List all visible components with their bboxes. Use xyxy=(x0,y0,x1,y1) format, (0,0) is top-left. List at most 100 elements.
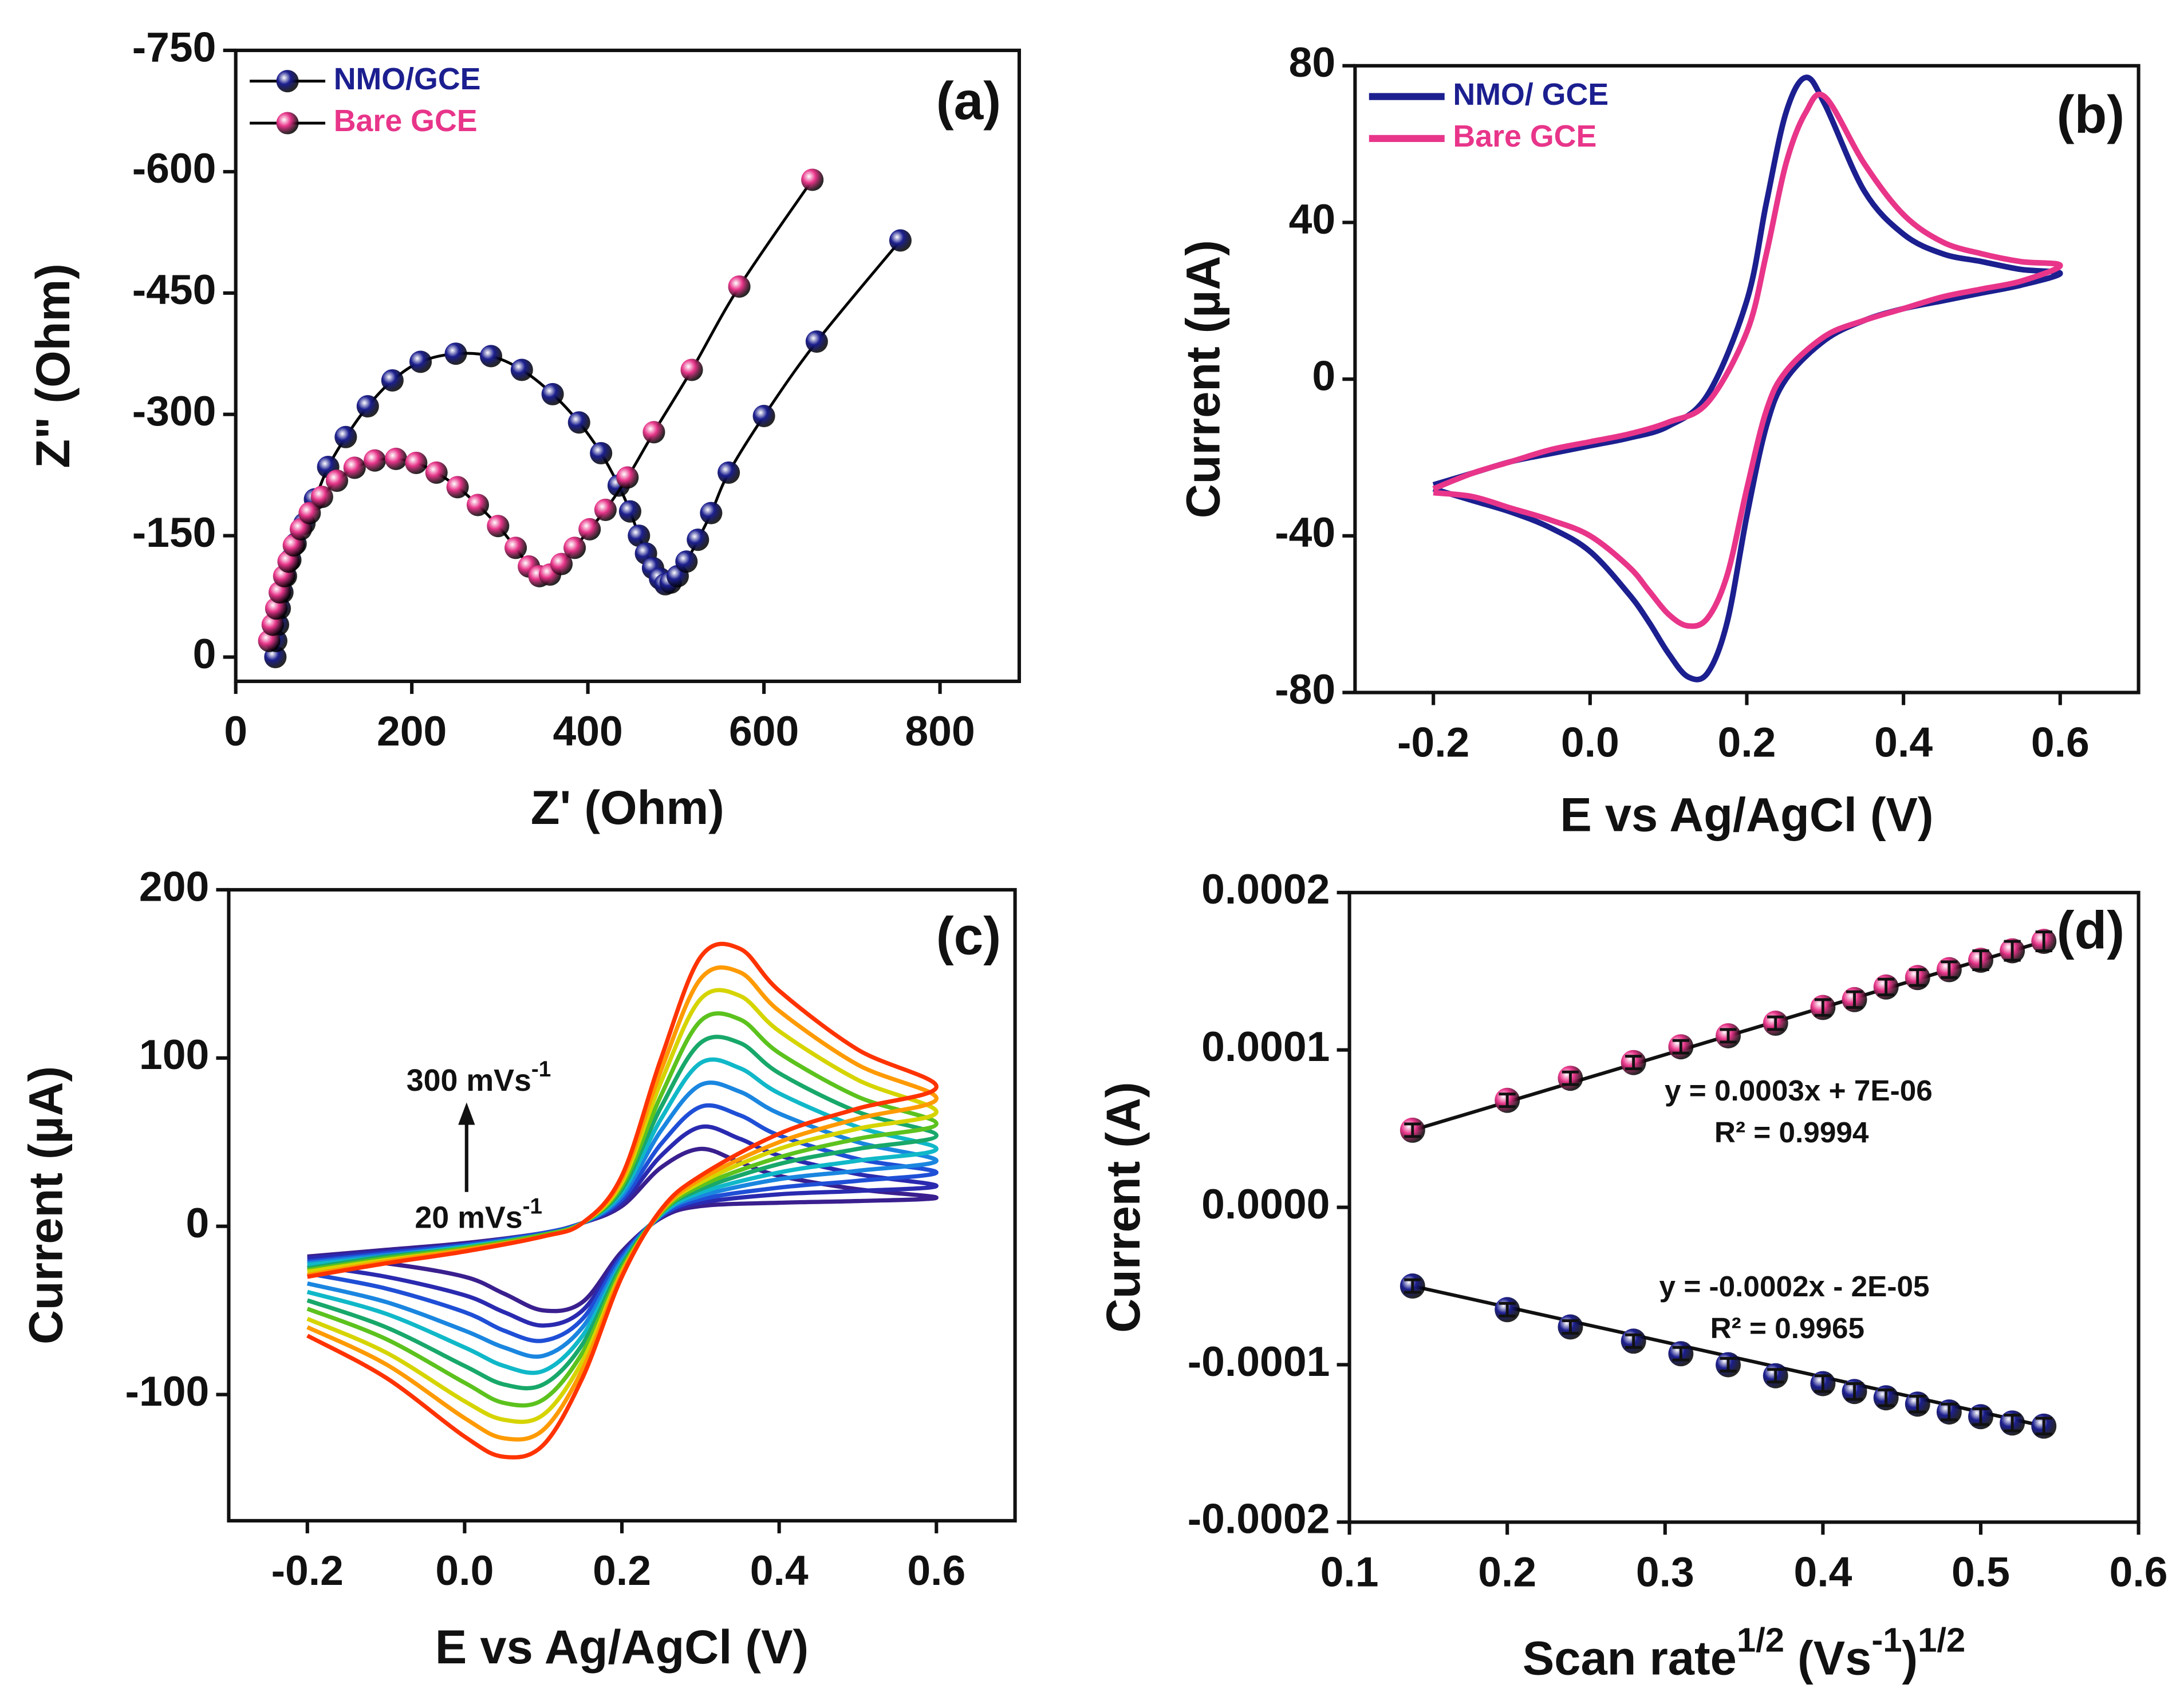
annotation: y = -0.0002x - 2E-05 xyxy=(1659,1270,1930,1303)
data-point xyxy=(384,447,408,470)
data-point xyxy=(700,502,723,524)
annotation-superscript: -1 xyxy=(531,1057,551,1082)
data-point xyxy=(479,345,503,368)
x-axis-label-part: Scan rate xyxy=(1523,1632,1737,1685)
y-tick-label: -750 xyxy=(132,23,216,70)
data-point xyxy=(405,451,428,475)
data-point xyxy=(298,502,321,524)
data-point xyxy=(642,421,665,444)
data-point xyxy=(801,168,824,191)
data-point xyxy=(590,441,613,465)
data-point xyxy=(628,524,651,547)
x-tick-label: -0.2 xyxy=(271,1547,344,1594)
data-point xyxy=(567,411,590,434)
x-tick-label: 200 xyxy=(377,708,447,755)
data-point xyxy=(364,449,387,472)
x-axis-label: E vs Ag/AgCl (V) xyxy=(435,1620,809,1674)
annotation: R² = 0.9965 xyxy=(1710,1312,1864,1344)
y-tick-label: 0 xyxy=(1312,353,1335,400)
annotation: 300 mVs-1 xyxy=(407,1057,551,1098)
y-tick-label: 0 xyxy=(193,630,216,677)
y-tick-label: -40 xyxy=(1275,509,1335,556)
data-point xyxy=(310,486,333,508)
x-tick-label: 0.6 xyxy=(2110,1549,2168,1596)
data-point xyxy=(616,466,639,489)
annotation: y = 0.0003x + 7E-06 xyxy=(1665,1074,1933,1107)
panel-label: (b) xyxy=(2057,85,2125,144)
x-axis-label: Z' (Ohm) xyxy=(531,781,724,834)
data-point xyxy=(805,330,828,353)
x-axis-label-superscript: 1/2 xyxy=(1918,1621,1965,1659)
x-tick-label: 0.2 xyxy=(593,1547,651,1594)
panel-label: (d) xyxy=(2057,901,2125,960)
y-tick-label: 100 xyxy=(139,1031,209,1078)
data-point xyxy=(356,395,379,418)
x-axis-label-part: ) xyxy=(1902,1632,1918,1685)
data-point xyxy=(594,498,617,521)
data-point xyxy=(334,425,357,448)
x-tick-label: 400 xyxy=(553,708,622,755)
x-axis-label: E vs Ag/AgCl (V) xyxy=(1560,788,1933,841)
panel-label: (c) xyxy=(936,906,1001,965)
annotation: R² = 0.9994 xyxy=(1714,1116,1869,1149)
x-tick-label: 0.6 xyxy=(2031,719,2090,766)
legend-label: Bare GCE xyxy=(1453,119,1596,153)
x-tick-label: 0.0 xyxy=(1561,719,1619,766)
plot-frame xyxy=(234,48,1021,683)
annotation-superscript: -1 xyxy=(523,1194,542,1218)
x-axis-label-part: (Vs xyxy=(1784,1632,1871,1685)
panel-label: (a) xyxy=(936,71,1001,131)
y-tick-label: 80 xyxy=(1289,39,1336,86)
data-point xyxy=(343,456,366,479)
data-point xyxy=(446,476,469,499)
x-tick-label: 0 xyxy=(224,708,247,755)
x-tick-label: -0.2 xyxy=(1397,719,1469,766)
legend-marker xyxy=(276,70,299,93)
y-tick-label: -100 xyxy=(125,1368,210,1415)
data-point xyxy=(466,494,489,516)
legend-label: NMO/GCE xyxy=(334,62,481,96)
y-axis-label: Z" (Ohm) xyxy=(26,263,80,468)
data-point xyxy=(618,500,641,523)
x-tick-label: 0.0 xyxy=(435,1547,494,1594)
y-axis-label: Current (µA) xyxy=(1176,240,1229,518)
x-tick-label: 800 xyxy=(905,708,975,755)
plot-frame xyxy=(1347,890,2140,1524)
data-point xyxy=(728,275,751,298)
y-tick-label: -450 xyxy=(132,266,216,313)
data-point xyxy=(487,515,510,538)
x-tick-label: 0.2 xyxy=(1478,1549,1536,1596)
x-tick-label: 0.6 xyxy=(907,1547,965,1594)
x-axis-label-superscript: 1/2 xyxy=(1737,1621,1784,1659)
data-point xyxy=(444,342,467,365)
series-line xyxy=(1432,92,2063,629)
y-tick-label: -0.0001 xyxy=(1188,1338,1330,1385)
x-tick-label: 0.5 xyxy=(1952,1549,2010,1596)
data-point xyxy=(675,550,698,573)
data-point xyxy=(718,461,740,484)
plot-frame xyxy=(1353,64,2140,695)
data-point xyxy=(325,470,349,492)
y-tick-label: 200 xyxy=(139,863,209,910)
series-line xyxy=(1432,74,2063,683)
data-point xyxy=(510,358,533,381)
data-point xyxy=(889,229,912,252)
legend-marker xyxy=(276,112,299,135)
legend-label: Bare GCE xyxy=(334,104,478,138)
data-point xyxy=(425,461,448,484)
data-point xyxy=(541,382,564,405)
series-line xyxy=(306,941,939,1460)
x-tick-label: 0.1 xyxy=(1320,1549,1379,1596)
annotation: 20 mVs-1 xyxy=(415,1194,542,1234)
x-tick-label: 0.4 xyxy=(1874,719,1933,766)
x-tick-label: 0.4 xyxy=(1793,1549,1852,1596)
x-axis-label: Scan rate1/2 (Vs-1)1/2 xyxy=(1523,1621,1965,1685)
plot-frame xyxy=(227,888,1017,1522)
arrow-head xyxy=(458,1102,475,1125)
data-point xyxy=(550,553,573,575)
data-point xyxy=(504,537,527,559)
x-axis-label-superscript: -1 xyxy=(1871,1621,1902,1659)
